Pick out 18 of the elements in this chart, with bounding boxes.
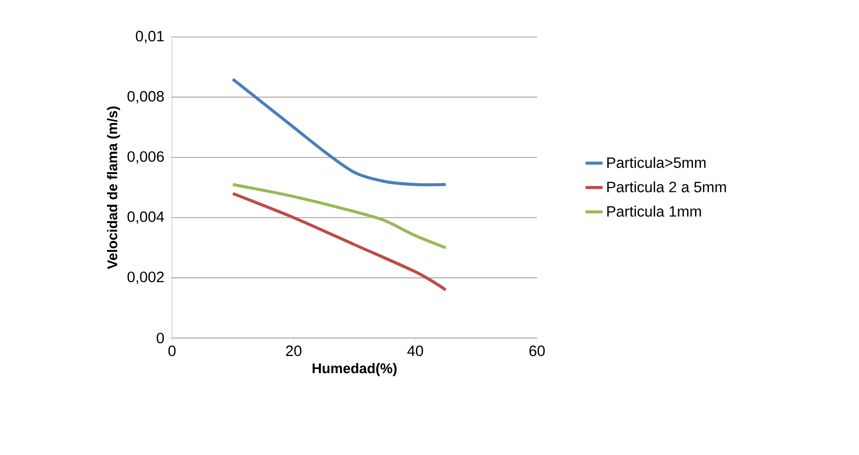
line-series bbox=[231, 192, 448, 292]
line-series bbox=[231, 78, 448, 186]
y-axis-title: Velocidad de flama (m/s) bbox=[107, 106, 120, 270]
y-tick-label: 0,008 bbox=[128, 91, 164, 104]
legend-label: Particula 2 a 5mm bbox=[607, 181, 726, 192]
y-tick-label: 0,006 bbox=[128, 151, 164, 164]
y-tick-label: 0,002 bbox=[128, 272, 164, 284]
y-tick-label: 0,01 bbox=[136, 30, 164, 44]
x-tick-label: 20 bbox=[286, 346, 302, 356]
y-tick-label: 0,004 bbox=[128, 211, 164, 224]
x-tick-label: 40 bbox=[407, 346, 424, 356]
x-tick-label: 60 bbox=[529, 346, 545, 356]
y-tick-label: 0 bbox=[156, 332, 164, 344]
legend-label: Particula 1mm bbox=[607, 206, 701, 217]
x-axis-title: Humedad(%) bbox=[312, 363, 397, 376]
legend-label: Particula>5mm bbox=[607, 156, 706, 168]
line-series bbox=[231, 182, 448, 250]
x-tick-label: 0 bbox=[168, 346, 176, 356]
